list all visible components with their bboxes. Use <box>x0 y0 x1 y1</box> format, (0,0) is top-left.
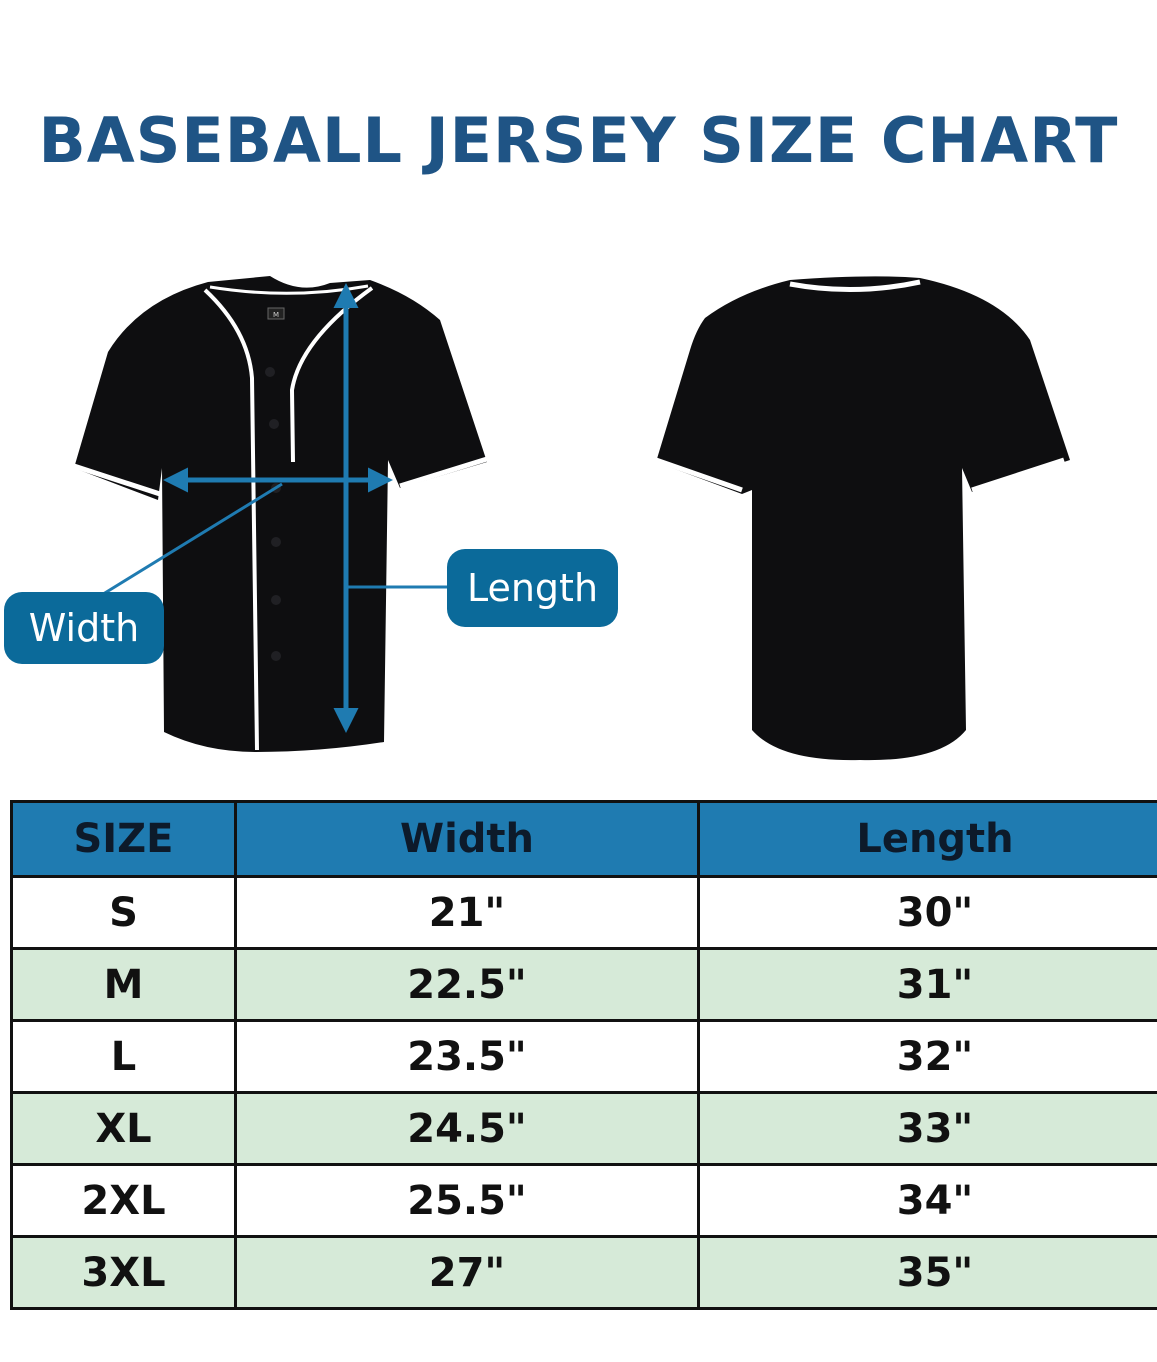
size-cell: L <box>10 1019 237 1094</box>
table-row: 3XL 27" 35" <box>10 1235 1157 1310</box>
table-row: L 23.5" 32" <box>10 1019 1157 1094</box>
front-jersey: M <box>73 276 488 752</box>
width-cell: 25.5" <box>234 1163 700 1238</box>
length-callout: Length <box>447 549 618 627</box>
size-cell: XL <box>10 1091 237 1166</box>
table-row: 2XL 25.5" 34" <box>10 1163 1157 1238</box>
length-cell: 31" <box>697 947 1157 1022</box>
width-cell: 27" <box>234 1235 700 1310</box>
length-cell: 32" <box>697 1019 1157 1094</box>
size-cell: S <box>10 875 237 950</box>
back-jersey <box>655 276 1070 761</box>
size-cell: M <box>10 947 237 1022</box>
width-cell: 23.5" <box>234 1019 700 1094</box>
width-cell: 21" <box>234 875 700 950</box>
header-width: Width <box>234 800 700 878</box>
table-row: M 22.5" 31" <box>10 947 1157 1022</box>
page-title: BASEBALL JERSEY SIZE CHART <box>38 104 1119 177</box>
table-row: S 21" 30" <box>10 875 1157 950</box>
table-header-row: SIZE Width Length <box>10 800 1157 878</box>
header-size: SIZE <box>10 800 237 878</box>
size-cell: 2XL <box>10 1163 237 1238</box>
length-cell: 34" <box>697 1163 1157 1238</box>
length-cell: 33" <box>697 1091 1157 1166</box>
width-leader-line <box>99 482 283 598</box>
length-cell: 35" <box>697 1235 1157 1310</box>
size-tag-label: M <box>273 311 279 319</box>
width-callout: Width <box>4 592 164 664</box>
jersey-illustration: M <box>73 276 1070 761</box>
width-cell: 22.5" <box>234 947 700 1022</box>
header-length: Length <box>697 800 1157 878</box>
width-cell: 24.5" <box>234 1091 700 1166</box>
size-cell: 3XL <box>10 1235 237 1310</box>
length-cell: 30" <box>697 875 1157 950</box>
size-table: SIZE Width Length S 21" 30" M 22.5" 31" … <box>10 800 1157 1310</box>
table-row: XL 24.5" 33" <box>10 1091 1157 1166</box>
